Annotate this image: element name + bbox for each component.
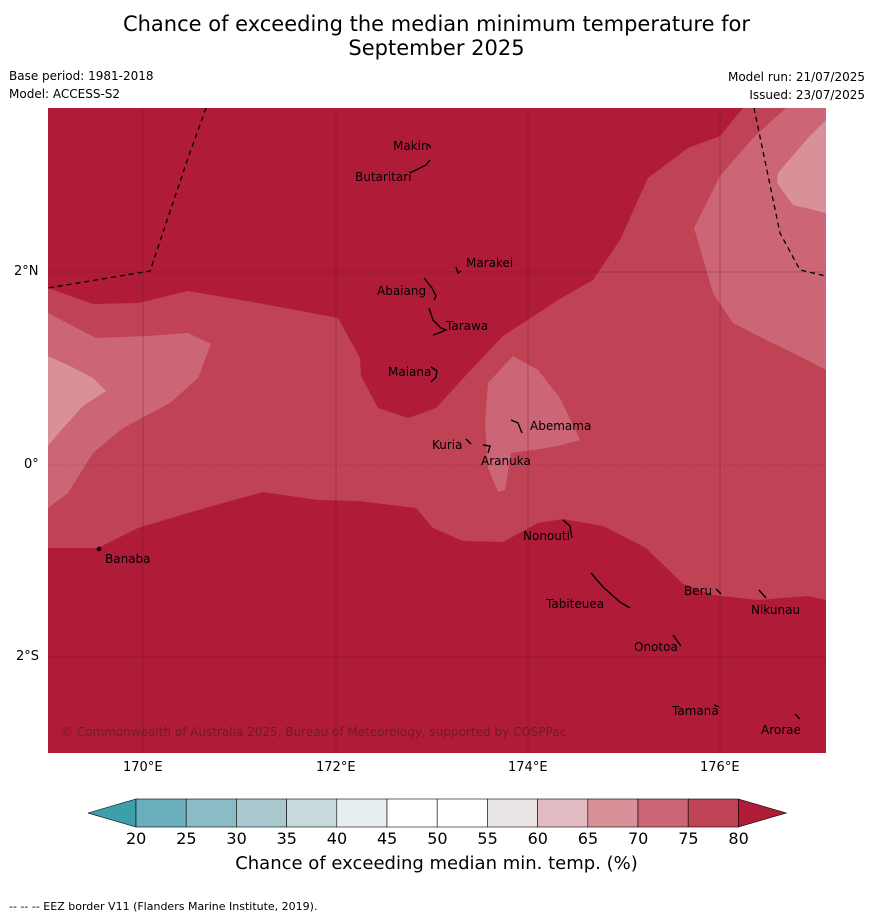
label-tabiteuea: Tabiteuea: [545, 597, 604, 611]
label-butaritari: Butaritari: [355, 170, 412, 184]
colorbar-segment: [336, 798, 388, 828]
meta-left: Base period: 1981-2018 Model: ACCESS-S2: [9, 67, 154, 103]
region-60-65-west: [48, 356, 106, 446]
lon-label-174: 174°E: [508, 760, 548, 775]
colorbar-tick-label: 70: [628, 829, 649, 848]
probability-map: Makin Butaritari Marakei Abaiang Tarawa …: [48, 108, 826, 753]
colorbar-tick-label: 65: [577, 829, 599, 848]
colorbar-segment: [286, 798, 338, 828]
label-beru: Beru: [684, 584, 712, 598]
map-svg: Makin Butaritari Marakei Abaiang Tarawa …: [48, 108, 826, 753]
map-title: Chance of exceeding the median minimum t…: [0, 12, 873, 60]
region-60-65-east: [777, 120, 826, 213]
label-nikunau: Nikunau: [751, 603, 800, 617]
island-labels: Makin Butaritari Marakei Abaiang Tarawa …: [105, 139, 801, 737]
colorbar-segment: [537, 798, 589, 828]
colorbar-svg: [86, 798, 788, 828]
colorbar-tick-label: 20: [126, 829, 147, 848]
colorbar-tick-label: 40: [326, 829, 348, 848]
colorbar-segment: [436, 798, 488, 828]
lat-label-2n: 2°N: [14, 264, 39, 279]
issued-date: Issued: 23/07/2025: [749, 88, 865, 102]
graticule: [48, 108, 826, 753]
base-period: Base period: 1981-2018: [9, 69, 154, 83]
colorbar-extend-low: [86, 798, 137, 828]
eez-border: [48, 108, 826, 289]
region-70-75: [48, 108, 826, 600]
label-tamana: Tamana: [671, 704, 719, 718]
colorbar-segment: [236, 798, 287, 828]
colorbar-tick-label: 75: [678, 829, 699, 848]
eez-footnote: -- -- -- EEZ border V11 (Flanders Marine…: [9, 900, 318, 913]
colorbar-tick-label: 35: [276, 829, 297, 848]
lon-label-176: 176°E: [700, 760, 740, 775]
colorbar-tick-label: 50: [427, 829, 448, 848]
model-name: Model: ACCESS-S2: [9, 87, 121, 101]
label-abaiang: Abaiang: [377, 284, 426, 298]
lat-label-0: 0°: [24, 457, 39, 472]
label-onotoa: Onotoa: [634, 640, 678, 654]
label-arorae: Arorae: [761, 723, 801, 737]
label-nonouti: Nonouti: [523, 529, 570, 543]
colorbar-extend-high: [738, 798, 788, 828]
colorbar-tick-label: 55: [477, 829, 498, 848]
colorbar-tick-label: 30: [226, 829, 247, 848]
colorbar-tick-label: 80: [728, 829, 749, 848]
colorbar-segment: [587, 798, 639, 828]
label-kuria: Kuria: [432, 438, 463, 452]
meta-right: Model run: 21/07/2025 Issued: 23/07/2025: [728, 68, 865, 104]
colorbar-segment: [487, 798, 538, 828]
colorbar-tick-label: 25: [176, 829, 197, 848]
label-maiana: Maiana: [388, 365, 431, 379]
colorbar-segment: [135, 798, 187, 828]
title-line-1: Chance of exceeding the median minimum t…: [122, 12, 751, 36]
model-run: Model run: 21/07/2025: [727, 70, 865, 84]
colorbar: [86, 798, 788, 828]
region-65-70-central: [485, 356, 580, 492]
colorbar-segment: [687, 798, 739, 828]
colorbar-segment: [386, 798, 438, 828]
lon-label-170: 170°E: [123, 760, 163, 775]
colorbar-label: Chance of exceeding median min. temp. (%…: [235, 853, 638, 874]
label-tarawa: Tarawa: [445, 319, 488, 333]
lat-label-2s: 2°S: [16, 649, 40, 664]
label-marakei: Marakei: [466, 256, 513, 270]
label-banaba: Banaba: [105, 552, 151, 566]
island-outlines: [96, 143, 801, 720]
region-80-plus-edge: [807, 606, 826, 671]
lon-label-172: 172°E: [316, 760, 356, 775]
colorbar-tick-label: 60: [527, 829, 548, 848]
label-abemama: Abemama: [530, 419, 591, 433]
label-makin: Makin: [393, 139, 429, 153]
copyright-notice: © Commonwealth of Australia 2025, Bureau…: [61, 725, 566, 739]
title-line-2: September 2025: [348, 36, 525, 60]
region-65-70-west: [48, 313, 211, 508]
colorbar-segment: [185, 798, 237, 828]
colorbar-tick-label: 45: [377, 829, 398, 848]
label-aranuka: Aranuka: [481, 454, 531, 468]
colorbar-segment: [637, 798, 689, 828]
